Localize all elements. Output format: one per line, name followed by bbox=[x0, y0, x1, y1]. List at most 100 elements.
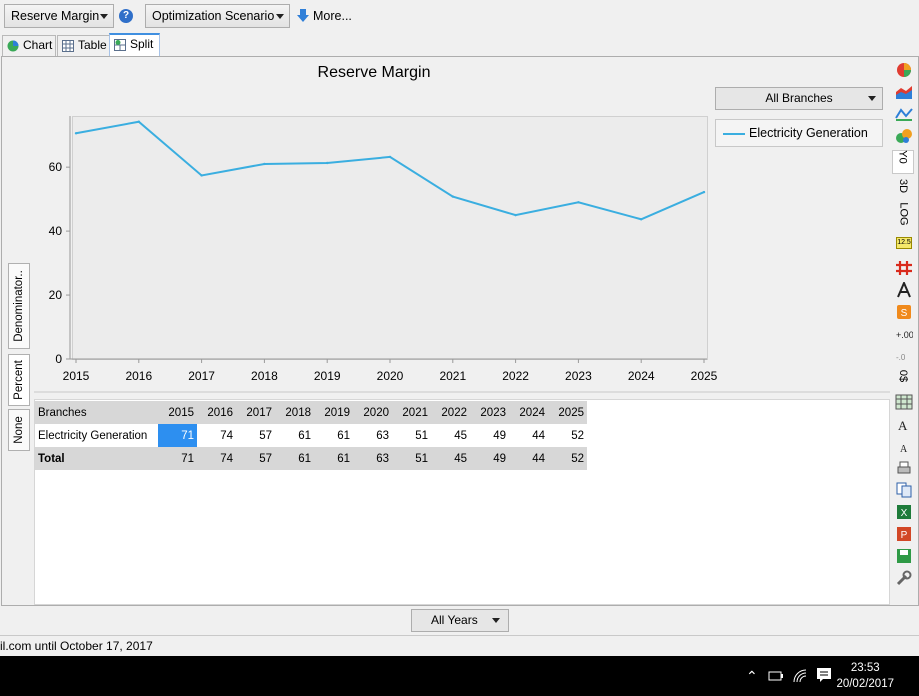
branch-select[interactable]: All Branches bbox=[715, 87, 883, 110]
series-point[interactable] bbox=[74, 132, 78, 135]
notification-icon[interactable] bbox=[816, 667, 832, 683]
column-header-year: 2023 bbox=[470, 401, 509, 424]
tab-table-label: Table bbox=[78, 38, 107, 52]
decrease-font-icon[interactable]: A bbox=[895, 438, 913, 454]
column-header-year: 2015 bbox=[158, 401, 197, 424]
tab-chart-label: Chart bbox=[23, 38, 53, 52]
total-cell: 61 bbox=[275, 447, 314, 470]
bubble-chart-icon[interactable] bbox=[895, 128, 913, 144]
series-line[interactable] bbox=[75, 120, 705, 221]
x-tick-label: 2021 bbox=[439, 369, 466, 383]
x-tick-label: 2018 bbox=[251, 369, 278, 383]
table-cell[interactable]: 61 bbox=[298, 429, 311, 442]
series-point[interactable] bbox=[702, 190, 706, 194]
table-cell[interactable]: 63 bbox=[376, 429, 389, 442]
more-button[interactable]: More... bbox=[296, 8, 352, 23]
table-cell[interactable]: 74 bbox=[220, 429, 233, 442]
tab-table[interactable]: Table bbox=[57, 35, 110, 56]
tab-none[interactable]: None bbox=[8, 409, 30, 451]
increase-decimals-icon[interactable]: +.00 bbox=[895, 326, 913, 342]
x-tick-label: 2016 bbox=[125, 369, 152, 383]
svg-text:A: A bbox=[900, 444, 908, 454]
series-point[interactable] bbox=[137, 120, 140, 123]
chevron-down-icon bbox=[276, 14, 284, 19]
value-labels-icon[interactable]: 12.5 bbox=[896, 237, 912, 249]
x-tick-label: 2025 bbox=[691, 369, 718, 383]
column-header-year: 2021 bbox=[392, 401, 431, 424]
y-tick-label: 20 bbox=[49, 288, 63, 302]
total-cell: 61 bbox=[314, 447, 353, 470]
grid-icon[interactable] bbox=[895, 260, 913, 276]
decrease-decimals-icon[interactable]: -.0 bbox=[895, 348, 913, 364]
zero-toggle[interactable]: 0$ bbox=[892, 370, 914, 386]
series-point[interactable] bbox=[326, 161, 329, 165]
series-point[interactable] bbox=[451, 195, 454, 198]
wifi-icon[interactable] bbox=[792, 668, 808, 684]
years-select-value: All Years bbox=[431, 613, 478, 627]
column-header-year: 2016 bbox=[197, 401, 236, 424]
y0-label: Y0 bbox=[897, 150, 909, 164]
years-select[interactable]: All Years bbox=[411, 609, 509, 632]
table-cell[interactable]: 44 bbox=[532, 429, 545, 442]
line-chart-icon[interactable] bbox=[895, 106, 913, 122]
y-tick-label: 60 bbox=[49, 160, 63, 174]
series-point[interactable] bbox=[263, 162, 266, 166]
tab-denominator-label: Denominator.. bbox=[13, 270, 25, 342]
table-cell[interactable]: 45 bbox=[454, 429, 467, 442]
tab-chart[interactable]: Chart bbox=[2, 35, 56, 56]
print-icon[interactable] bbox=[895, 460, 913, 476]
table-cell[interactable]: 52 bbox=[571, 429, 584, 442]
copy-icon[interactable] bbox=[895, 482, 913, 498]
settings-wrench-icon[interactable] bbox=[895, 570, 913, 586]
log-toggle[interactable]: LOG bbox=[892, 202, 914, 230]
table-cell[interactable]: 61 bbox=[337, 429, 350, 442]
x-tick-label: 2015 bbox=[63, 369, 90, 383]
indicator-select-value: Reserve Margin bbox=[11, 9, 100, 23]
font-style-icon[interactable] bbox=[895, 282, 913, 298]
column-header-branches: Branches bbox=[35, 401, 158, 424]
total-cell: 49 bbox=[470, 447, 509, 470]
series-point[interactable] bbox=[388, 155, 392, 159]
powerpoint-icon[interactable]: P bbox=[895, 526, 913, 542]
series-point[interactable] bbox=[577, 201, 580, 204]
column-header-year: 2019 bbox=[314, 401, 353, 424]
series-point[interactable] bbox=[514, 213, 517, 217]
clock-date: 20/02/2017 bbox=[836, 678, 894, 690]
tab-denominator[interactable]: Denominator.. bbox=[8, 263, 30, 349]
tab-percent[interactable]: Percent bbox=[8, 354, 30, 406]
tab-split[interactable]: Split bbox=[109, 33, 160, 57]
series-point[interactable] bbox=[640, 218, 643, 221]
table-row: Electricity Generation 71 74 57 61 61 63 51 45 4… bbox=[35, 424, 587, 447]
svg-text:S: S bbox=[901, 308, 908, 319]
column-header-year: 2025 bbox=[548, 401, 587, 424]
svg-text:X: X bbox=[901, 508, 908, 519]
save-icon[interactable] bbox=[895, 548, 913, 564]
status-bar: il.com until October 17, 2017 bbox=[0, 635, 919, 656]
zero-label: 0$ bbox=[897, 369, 909, 383]
map-icon[interactable] bbox=[895, 394, 913, 410]
y0-toggle[interactable]: Y0 bbox=[892, 150, 914, 174]
series-point[interactable] bbox=[200, 174, 203, 177]
scenario-select[interactable]: Optimization Scenario bbox=[145, 4, 290, 28]
table-cell[interactable]: 49 bbox=[493, 429, 506, 442]
total-cell: 74 bbox=[197, 447, 236, 470]
pie-chart-icon[interactable] bbox=[895, 62, 913, 78]
total-cell: 57 bbox=[236, 447, 275, 470]
area-chart-icon[interactable] bbox=[895, 84, 913, 100]
excel-icon[interactable]: X bbox=[895, 504, 913, 520]
table-cell[interactable]: 51 bbox=[415, 429, 428, 442]
chevron-up-icon[interactable]: ⌃ bbox=[746, 668, 758, 684]
help-icon[interactable]: ? bbox=[119, 9, 133, 23]
system-clock[interactable]: 23:53 20/02/2017 bbox=[836, 660, 894, 692]
increase-font-icon[interactable]: A bbox=[895, 416, 913, 432]
table-cell[interactable]: 71 bbox=[158, 424, 197, 447]
arrow-down-icon bbox=[297, 9, 309, 22]
3d-toggle[interactable]: 3D bbox=[892, 179, 914, 200]
indicator-select[interactable]: Reserve Margin bbox=[4, 4, 114, 28]
table-cell[interactable]: 57 bbox=[259, 429, 272, 442]
series-icon[interactable]: S bbox=[895, 304, 913, 320]
x-tick-label: 2022 bbox=[502, 369, 529, 383]
svg-text:A: A bbox=[898, 418, 908, 432]
battery-icon[interactable] bbox=[768, 669, 784, 683]
